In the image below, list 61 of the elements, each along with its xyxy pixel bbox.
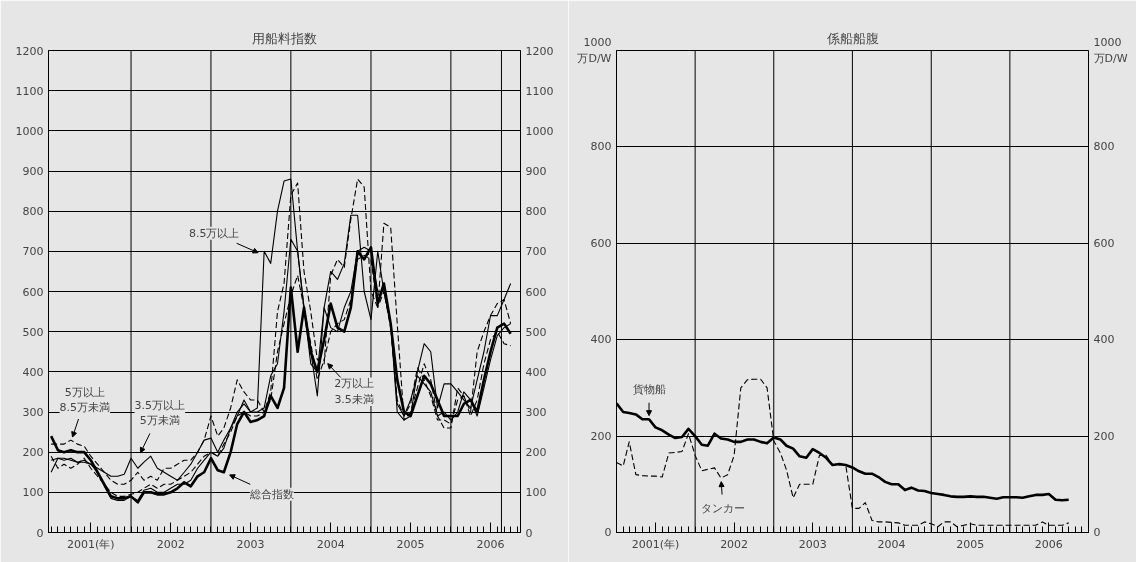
annotation: 8.5万以上 — [188, 226, 240, 240]
x-tick-label: 2006 — [476, 537, 505, 551]
y2-tick-label: 300 — [525, 406, 547, 419]
y-axis-title: 万D/W — [577, 51, 612, 65]
y2-tick-label: 400 — [525, 365, 547, 379]
y-tick-label: 1000 — [583, 36, 612, 50]
y2-tick-label: 800 — [525, 205, 547, 219]
x-tick-label: 2002 — [156, 537, 185, 551]
annotation: タンカー — [700, 501, 745, 515]
y-tick-label: 200 — [590, 429, 612, 443]
x-tick-label: 2001(年) — [631, 537, 680, 551]
y-tick-label: 200 — [22, 446, 44, 460]
y-tick-label: 300 — [22, 406, 44, 419]
y2-axis-title: 万D/W — [1093, 51, 1128, 65]
x-tick-label: 2003 — [236, 537, 265, 551]
y-tick-label: 700 — [22, 245, 44, 259]
y-tick-label: 600 — [590, 236, 612, 250]
x-tick-label: 2006 — [1034, 537, 1063, 551]
y2-tick-label: 1000 — [525, 124, 554, 138]
y2-tick-label: 1100 — [525, 84, 554, 98]
x-tick-label: 2002 — [720, 537, 749, 551]
y-tick-label: 600 — [22, 285, 44, 299]
annotation: 2万以上 3.5未満 — [334, 377, 375, 407]
annotation: 3.5万以上 5万未満 — [134, 398, 186, 428]
x-tick-label: 2005 — [396, 537, 425, 551]
chart-title: 係船船腹 — [825, 30, 879, 46]
y2-tick-label: 200 — [1093, 429, 1115, 443]
x-tick-label: 2003 — [798, 537, 827, 551]
y2-tick-label: 100 — [525, 486, 547, 500]
y2-tick-label: 200 — [525, 446, 547, 460]
y2-tick-label: 700 — [525, 245, 547, 259]
x-tick-label: 2001(年) — [66, 537, 115, 551]
y-tick-label: 900 — [22, 165, 44, 178]
y-tick-label: 400 — [22, 365, 44, 379]
y2-tick-label: 500 — [525, 325, 547, 339]
y2-tick-label: 600 — [1093, 236, 1115, 250]
x-tick-label: 2004 — [877, 537, 906, 551]
chart-title: 用船料指数 — [252, 30, 317, 46]
y2-tick-label: 800 — [1093, 140, 1115, 154]
y-tick-label: 1000 — [15, 124, 44, 138]
y2-tick-label: 400 — [1093, 333, 1115, 347]
y-tick-label: 400 — [590, 333, 612, 347]
y-tick-label: 100 — [22, 486, 44, 500]
x-tick-label: 2004 — [316, 537, 345, 551]
x-tick-label: 2005 — [956, 537, 985, 551]
y2-tick-label: 900 — [525, 165, 547, 178]
y-tick-label: 1100 — [15, 84, 44, 98]
y-tick-label: 800 — [22, 205, 44, 219]
y-tick-label: 0 — [36, 526, 44, 540]
y2-tick-label: 1200 — [525, 44, 554, 58]
annotation: 総合指数 — [248, 487, 294, 501]
y-tick-label: 0 — [604, 526, 612, 539]
y2-tick-label: 1000 — [1093, 36, 1122, 50]
annotation: 5万以上 8.5万未満 — [59, 385, 111, 415]
annotation: 貨物船 — [632, 382, 666, 396]
y2-tick-label: 600 — [525, 285, 547, 299]
y2-tick-label: 0 — [1093, 526, 1101, 539]
y2-tick-label: 0 — [525, 526, 533, 540]
y-tick-label: 1200 — [15, 44, 44, 58]
y-tick-label: 800 — [590, 140, 612, 154]
y-tick-label: 500 — [22, 325, 44, 339]
